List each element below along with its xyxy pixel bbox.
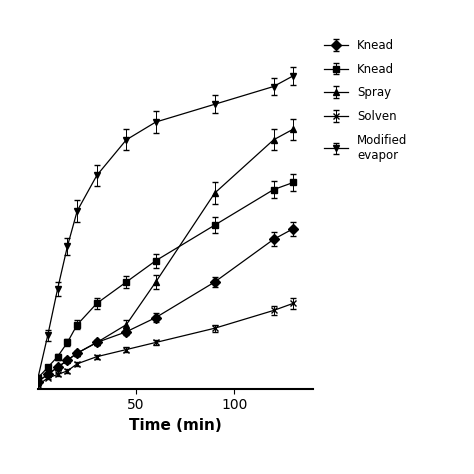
X-axis label: Time (min): Time (min)	[129, 418, 222, 433]
Legend: Knead, Knead, Spray, Solven, Modified
evapor: Knead, Knead, Spray, Solven, Modified ev…	[324, 39, 408, 162]
